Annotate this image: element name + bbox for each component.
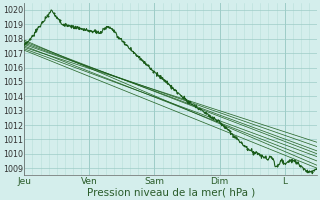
X-axis label: Pression niveau de la mer( hPa ): Pression niveau de la mer( hPa ) bbox=[87, 187, 255, 197]
